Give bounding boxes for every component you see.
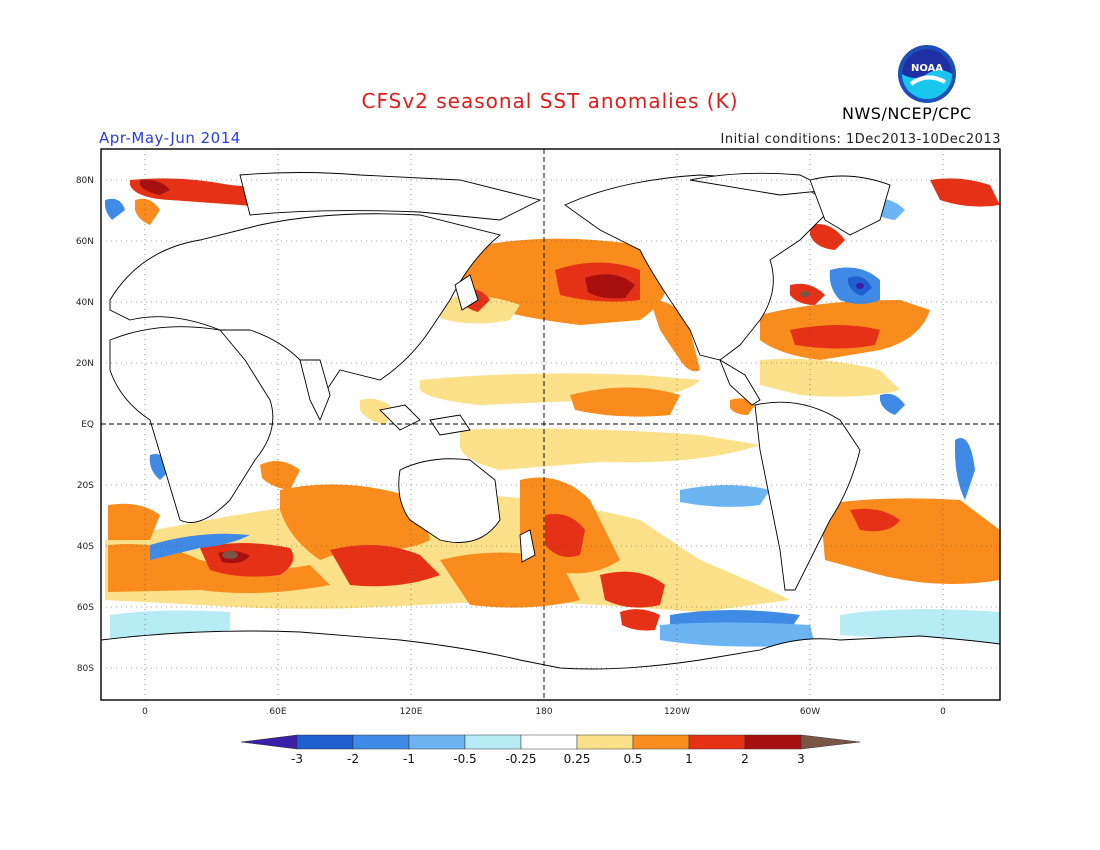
svg-text:NOAA: NOAA bbox=[911, 63, 943, 74]
lat-tick-eq: EQ bbox=[81, 420, 94, 430]
colorbar-label-pos05: 0.5 bbox=[623, 752, 642, 766]
agency-label: NWS/NCEP/CPC bbox=[842, 104, 972, 123]
colorbar-label-pos025: 0.25 bbox=[564, 752, 591, 766]
colorbar-swatch-6 bbox=[576, 734, 634, 750]
map-frame bbox=[100, 148, 1001, 701]
colorbar-swatch-4 bbox=[464, 734, 522, 750]
colorbar-swatch-left-arrow bbox=[240, 734, 298, 750]
lon-tick-0-west: 0 bbox=[142, 707, 148, 717]
colorbar-swatch-2 bbox=[352, 734, 410, 750]
colorbar-swatch-7 bbox=[632, 734, 690, 750]
colorbar-label-pos1: 1 bbox=[685, 752, 693, 766]
colorbar-swatch-8 bbox=[688, 734, 746, 750]
colorbar-swatch-3 bbox=[408, 734, 466, 750]
lat-tick-60s: 60S bbox=[77, 603, 94, 613]
colorbar-label-pos2: 2 bbox=[741, 752, 749, 766]
colorbar-label-neg2: -2 bbox=[347, 752, 359, 766]
colorbar-label-neg05: -0.5 bbox=[453, 752, 476, 766]
coastlines bbox=[101, 172, 1000, 700]
lat-lon-grid bbox=[101, 149, 1000, 700]
colorbar-label-pos3: 3 bbox=[797, 752, 805, 766]
lat-tick-labels: 80N 60N 40N 20N EQ 20S 40S 60S 80S bbox=[76, 176, 94, 674]
lon-tick-0-east: 0 bbox=[940, 707, 946, 717]
lat-tick-80s: 80S bbox=[77, 664, 94, 674]
map-title: CFSv2 seasonal SST anomalies (K) bbox=[361, 89, 739, 113]
colorbar-swatch-1 bbox=[296, 734, 354, 750]
colorbar-swatch-right-arrow bbox=[800, 734, 861, 750]
anomaly-fields bbox=[105, 178, 1000, 647]
forecast-period: Apr-May-Jun 2014 bbox=[99, 129, 241, 147]
lon-tick-labels: 0 60E 120E 180 120W 60W 0 bbox=[142, 707, 946, 717]
lat-tick-20n: 20N bbox=[76, 359, 94, 369]
lat-tick-60n: 60N bbox=[76, 237, 94, 247]
lat-tick-80n: 80N bbox=[76, 176, 94, 186]
lon-tick-60e: 60E bbox=[269, 707, 286, 717]
colorbar-label-neg025: -0.25 bbox=[505, 752, 536, 766]
colorbar-label-neg1: -1 bbox=[403, 752, 415, 766]
colorbar: -3 -2 -1 -0.5 -0.25 0.25 0.5 1 2 3 bbox=[240, 734, 861, 766]
colorbar-label-neg3: -3 bbox=[291, 752, 303, 766]
lon-tick-120e: 120E bbox=[400, 707, 423, 717]
lat-tick-40n: 40N bbox=[76, 298, 94, 308]
lon-tick-120w: 120W bbox=[664, 707, 690, 717]
lon-tick-180: 180 bbox=[535, 707, 552, 717]
noaa-logo: NOAA bbox=[898, 45, 956, 103]
colorbar-swatch-9 bbox=[744, 734, 802, 750]
initial-conditions: Initial conditions: 1Dec2013-10Dec2013 bbox=[720, 132, 1001, 147]
lat-tick-40s: 40S bbox=[77, 542, 94, 552]
lat-tick-20s: 20S bbox=[77, 481, 94, 491]
lon-tick-60w: 60W bbox=[800, 707, 820, 717]
colorbar-swatch-5 bbox=[520, 734, 578, 750]
